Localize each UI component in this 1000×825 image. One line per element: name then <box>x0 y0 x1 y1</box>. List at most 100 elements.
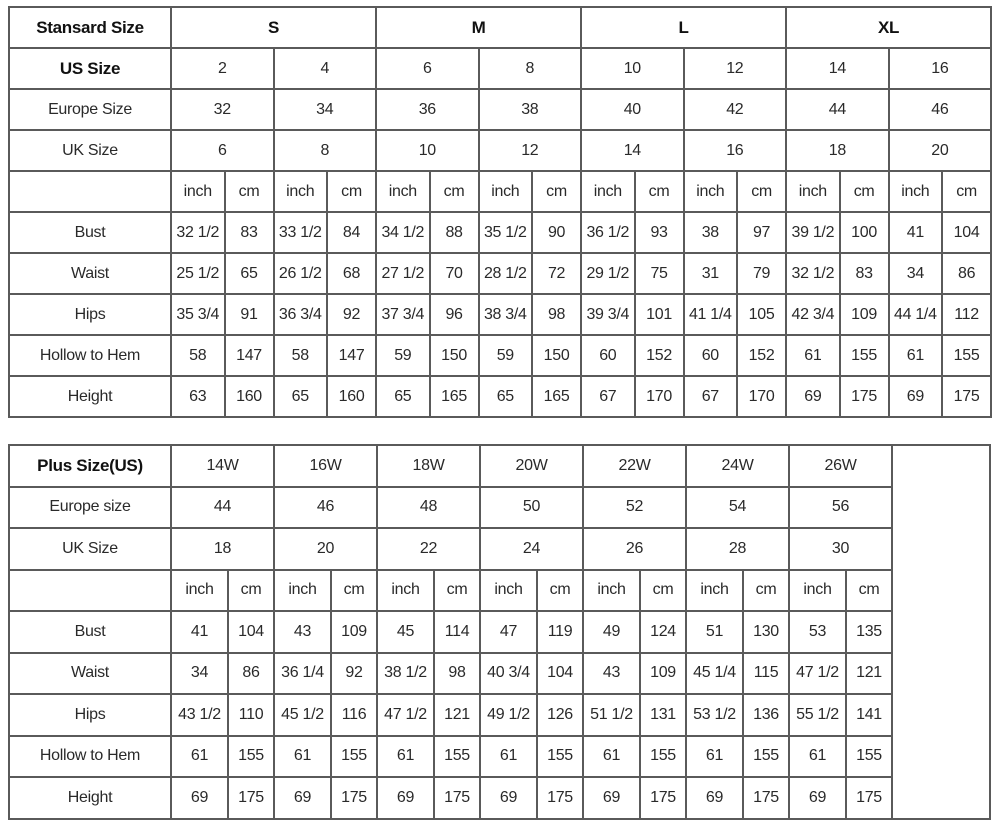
measurement-value: 26 1/2 <box>272 252 328 295</box>
measurement-value: 51 1/2 <box>582 693 641 737</box>
unit-cm: cm <box>536 568 584 612</box>
us-size-value: 4 <box>272 47 378 90</box>
header-label: Stansard Size <box>8 6 172 49</box>
unit-inch: inch <box>682 170 739 213</box>
measurement-value: 90 <box>531 211 583 254</box>
measurement-value: 72 <box>531 252 583 295</box>
measurement-row: Height 63 160 65 160 65 165 65 165 67 170 67 170 69 17… <box>8 375 993 418</box>
measurement-value: 29 1/2 <box>580 252 636 295</box>
measurement-value: 83 <box>223 211 275 254</box>
measurement-value: 175 <box>941 375 993 418</box>
unit-inch: inch <box>170 170 226 213</box>
measurement-value: 109 <box>838 293 890 336</box>
measurement-value: 43 <box>582 651 641 695</box>
uk-size-value: 30 <box>788 527 893 571</box>
europe-size-value: 44 <box>170 485 275 529</box>
measurement-row: Hips 35 3/4 91 36 3/4 92 37 3/4 96 38 3/4 98 39 3… <box>8 293 993 336</box>
measurement-value: 53 <box>788 610 847 654</box>
unit-cm: cm <box>227 568 275 612</box>
measurement-value: 109 <box>330 610 378 654</box>
measurement-row: Hollow to Hem 61 155 61 155 61 155 61 155 61 155 61… <box>8 734 990 778</box>
measurement-value: 49 <box>582 610 641 654</box>
unit-row: inch cm inch cm inch cm inch cm inch cm inch cm inch… <box>8 170 993 213</box>
measurement-value: 147 <box>325 334 378 377</box>
measurement-value: 61 <box>785 334 841 377</box>
measurement-label: Hollow to Hem <box>8 734 172 778</box>
measurement-value: 84 <box>325 211 378 254</box>
uk-size-value: 8 <box>272 129 378 172</box>
uk-size-value: 24 <box>479 527 584 571</box>
plus-size-value: 26W <box>788 444 893 488</box>
europe-size-value: 48 <box>376 485 481 529</box>
measurement-value: 44 1/4 <box>887 293 944 336</box>
measurement-value: 152 <box>633 334 685 377</box>
us-size-value: 6 <box>375 47 480 90</box>
measurement-label: Height <box>8 776 172 820</box>
unit-cm: cm <box>845 568 893 612</box>
measurement-value: 69 <box>788 776 847 820</box>
us-size-value: 16 <box>887 47 993 90</box>
measurement-value: 97 <box>736 211 788 254</box>
measurement-value: 67 <box>580 375 636 418</box>
plus-size-value: 22W <box>582 444 687 488</box>
measurement-value: 41 <box>887 211 944 254</box>
measurement-value: 155 <box>639 734 687 778</box>
unit-row-label <box>8 568 172 612</box>
measurement-value: 60 <box>682 334 739 377</box>
measurement-value: 175 <box>845 776 893 820</box>
measurement-value: 69 <box>479 776 538 820</box>
europe-size-value: 34 <box>272 88 378 131</box>
measurement-value: 119 <box>536 610 584 654</box>
measurement-value: 86 <box>941 252 993 295</box>
measurement-value: 175 <box>330 776 378 820</box>
uk-size-value: 22 <box>376 527 481 571</box>
size-group-xl: XL <box>785 6 993 49</box>
measurement-value: 175 <box>536 776 584 820</box>
unit-inch: inch <box>785 170 841 213</box>
measurement-value: 69 <box>785 375 841 418</box>
uk-size-value: 20 <box>273 527 378 571</box>
measurement-value: 155 <box>536 734 584 778</box>
europe-size-value: 52 <box>582 485 687 529</box>
uk-size-value: 26 <box>582 527 687 571</box>
measurement-value: 36 3/4 <box>272 293 328 336</box>
uk-size-value: 10 <box>375 129 480 172</box>
measurement-row: Bust 41 104 43 109 45 114 47 119 49 124 51 130 53 135 <box>8 610 990 654</box>
measurement-value: 34 <box>887 252 944 295</box>
measurement-value: 121 <box>845 651 893 695</box>
measurement-value: 96 <box>428 293 480 336</box>
us-size-value: 2 <box>170 47 275 90</box>
unit-inch: inch <box>375 170 431 213</box>
europe-size-value: 32 <box>170 88 275 131</box>
measurement-value: 170 <box>633 375 685 418</box>
unit-inch: inch <box>479 568 538 612</box>
measurement-value: 34 <box>170 651 229 695</box>
measurement-value: 175 <box>838 375 890 418</box>
measurement-value: 39 1/2 <box>785 211 841 254</box>
europe-size-value: 38 <box>477 88 583 131</box>
unit-cm: cm <box>838 170 890 213</box>
measurement-value: 155 <box>838 334 890 377</box>
europe-size-row-label: Europe Size <box>8 88 172 131</box>
europe-size-value: 50 <box>479 485 584 529</box>
measurement-value: 47 1/2 <box>788 651 847 695</box>
measurement-value: 100 <box>838 211 890 254</box>
measurement-value: 91 <box>223 293 275 336</box>
measurement-value: 104 <box>227 610 275 654</box>
header-row: Stansard Size S M L XL <box>8 6 993 49</box>
measurement-value: 155 <box>742 734 790 778</box>
header-row: Plus Size(US) 14W 16W 18W 20W 22W 24W 26W <box>8 444 991 820</box>
measurement-value: 28 1/2 <box>477 252 534 295</box>
standard-size-table: Stansard Size S M L XL US Size 2 4 6 8 10 12 14 16 Eur… <box>8 6 993 418</box>
measurement-row: Waist 25 1/2 65 26 1/2 68 27 1/2 70 28 1/2 72 29 … <box>8 252 993 295</box>
europe-size-value: 36 <box>375 88 480 131</box>
uk-size-value: 18 <box>785 129 890 172</box>
measurement-value: 165 <box>428 375 480 418</box>
plus-size-value: 18W <box>376 444 481 488</box>
measurement-value: 45 <box>376 610 435 654</box>
measurement-value: 61 <box>685 734 744 778</box>
unit-inch: inch <box>376 568 435 612</box>
measurement-row: Hollow to Hem 58 147 58 147 59 150 59 150 60 152 60… <box>8 334 993 377</box>
measurement-value: 175 <box>227 776 275 820</box>
measurement-value: 32 1/2 <box>785 252 841 295</box>
